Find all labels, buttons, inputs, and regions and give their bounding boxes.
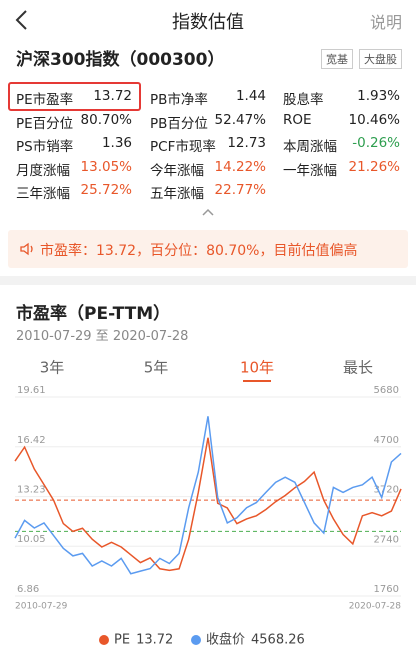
metric-label: PE百分位	[16, 115, 74, 132]
notice-text: 市盈率：13.72，百分位：80.70%，目前估值偏高	[40, 243, 358, 259]
legend-value: 13.72	[136, 633, 173, 648]
separator	[0, 276, 416, 285]
tab[interactable]: 5年	[144, 359, 169, 377]
metric-label: 今年涨幅	[150, 162, 204, 179]
metric-value: 14.22%	[214, 158, 266, 175]
index-name: 沪深300指数（000300）	[16, 50, 225, 70]
y-tick-label: 6.86	[17, 584, 39, 595]
tab[interactable]: 最长	[343, 359, 373, 377]
x-tick-label: 2010-07-29	[15, 602, 68, 612]
metric-value: 52.47%	[214, 111, 266, 128]
metric-label: PB百分位	[150, 115, 208, 132]
metric-label: PE市盈率	[16, 92, 74, 108]
metric-label: 本周涨幅	[283, 139, 337, 155]
back-button[interactable]	[12, 8, 32, 32]
legend-name: 收盘价	[206, 632, 245, 648]
tab-underline	[243, 380, 271, 382]
metric-value: 10.46%	[348, 111, 400, 128]
metric-label: 五年涨幅	[150, 186, 204, 202]
y2-tick-label: 5680	[374, 385, 399, 396]
metric-label: ROE	[283, 111, 312, 128]
y-tick-label: 10.05	[17, 534, 46, 545]
metric-value: -0.26%	[352, 135, 400, 151]
y2-tick-label: 3720	[374, 485, 399, 496]
metric-value: 22.77%	[214, 182, 266, 198]
line-series	[14, 437, 402, 572]
tab[interactable]: 10年	[240, 359, 274, 377]
metric-label: 月度涨幅	[16, 162, 70, 179]
metric-label: 三年涨幅	[16, 186, 70, 202]
metric-value: 80.70%	[80, 111, 132, 128]
metric-value: 1.44	[235, 88, 266, 104]
metric-value: 1.36	[101, 135, 132, 151]
metric-value: 13.72	[93, 88, 132, 104]
legend-value: 4568.26	[251, 633, 305, 648]
notice-box	[8, 230, 408, 268]
y2-tick-label: 4700	[374, 435, 399, 446]
y-tick-label: 16.42	[17, 435, 46, 446]
chart-title: 市盈率（PE-TTM）	[16, 304, 171, 324]
metric-label: 股息率	[283, 92, 324, 108]
legend-marker	[191, 635, 201, 645]
tags: 宽基 大盘股	[321, 49, 402, 69]
help-link[interactable]: 说明	[369, 13, 402, 32]
metric-value: 25.72%	[80, 182, 132, 198]
metric-value: 1.93%	[357, 88, 400, 104]
y-tick-label: 13.23	[17, 485, 46, 496]
y2-tick-label: 1760	[374, 584, 399, 595]
tag: 大盘股	[359, 49, 402, 69]
x-tick-label: 2020-07-28	[349, 602, 402, 612]
y-tick-label: 19.61	[17, 385, 46, 396]
metric-label: PCF市现率	[150, 139, 216, 155]
collapse-icon[interactable]	[201, 207, 215, 217]
metric-label: 一年涨幅	[283, 162, 337, 179]
tab[interactable]: 3年	[40, 359, 65, 377]
page-title: 指数估值	[172, 12, 244, 33]
chart-subtitle: 2010-07-29 至 2020-07-28	[16, 329, 189, 344]
metric-value: 12.73	[227, 135, 266, 151]
tag: 宽基	[321, 49, 353, 69]
legend-name: PE	[114, 633, 130, 648]
y2-tick-label: 2740	[374, 534, 399, 545]
chart: 3年 5年 10年 最长 6.86 10.05 13.23 16.42 19.61 1760 274…	[14, 359, 402, 648]
line-series	[14, 416, 402, 575]
legend-marker	[99, 635, 109, 645]
speaker-icon	[20, 242, 33, 256]
highlight-box	[8, 82, 141, 111]
metric-value: 13.05%	[80, 158, 132, 175]
metric-value: 21.26%	[348, 158, 400, 175]
metric-label: PB市净率	[150, 92, 208, 108]
metric-label: PS市销率	[16, 139, 74, 155]
